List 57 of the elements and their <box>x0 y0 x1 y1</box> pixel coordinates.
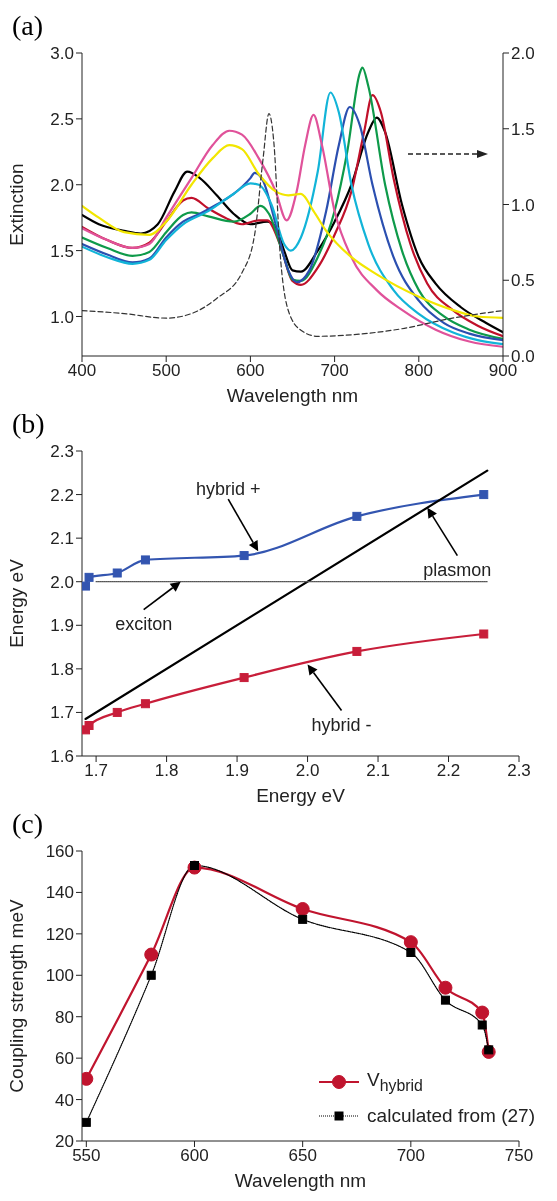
y-axis-title: Coupling strength meV <box>5 899 27 1093</box>
y-tick-label: 100 <box>45 966 74 986</box>
y-tick-label: 140 <box>45 883 74 903</box>
y-tick-label: 20 <box>55 1132 74 1152</box>
x-tick-label: 600 <box>180 1146 209 1166</box>
y-tick-label: 1.0 <box>50 307 74 327</box>
y-axis-title: Extinction <box>5 163 27 246</box>
x-tick-label: 1.7 <box>84 761 108 781</box>
y-tick-label: 160 <box>45 842 74 862</box>
x-tick-label: 600 <box>236 361 265 381</box>
x-axis-title: Wavelength nm <box>226 385 359 406</box>
x-tick-label: 800 <box>404 361 433 381</box>
y-tick-label: 1.6 <box>50 747 74 767</box>
x-tick-label: 2.1 <box>366 761 390 781</box>
y-tick-label: 40 <box>55 1090 74 1110</box>
y-tick-label: 2.0 <box>50 572 74 592</box>
y-tick-label: 1.8 <box>50 659 74 679</box>
legend-label: V$_{hybrid}$ <box>367 1069 423 1095</box>
annotation: hybrid + <box>195 479 261 500</box>
y-tick-label: 1.9 <box>50 616 74 636</box>
x-tick-label: 1.9 <box>225 761 249 781</box>
annotation: hybrid - <box>311 714 372 735</box>
chart-title: (b) <box>12 408 45 440</box>
x-tick-label: 500 <box>152 361 181 381</box>
y-tick-label: 2.0 <box>50 175 74 195</box>
x-axis-title: Wavelength nm <box>234 1170 367 1191</box>
y-tick-label: 120 <box>45 924 74 944</box>
chart-title: (c) <box>12 808 44 840</box>
annotation: plasmon <box>423 559 492 580</box>
y-tick-label: 1.7 <box>50 703 74 723</box>
x-tick-label: 1.8 <box>154 761 179 781</box>
y-axis-title: Energy eV <box>5 558 27 648</box>
x-tick-label: 550 <box>72 1146 101 1166</box>
legend-label: calculated from (27) <box>367 1105 535 1127</box>
chart-title: (a) <box>12 10 44 42</box>
x-tick-label: 750 <box>504 1146 534 1166</box>
y-tick-label: 3.0 <box>50 44 74 64</box>
y2-tick-label: 1.5 <box>511 119 535 139</box>
y2-tick-label: 2.0 <box>511 44 535 64</box>
y-tick-label: 2.2 <box>50 485 74 505</box>
y-tick-label: 1.5 <box>50 241 74 261</box>
x-tick-label: 2.2 <box>436 761 461 781</box>
y2-tick-label: 1.0 <box>511 195 535 215</box>
x-axis-title: Energy eV <box>256 785 346 806</box>
y-tick-label: 80 <box>55 1007 74 1027</box>
x-tick-label: 2.3 <box>507 761 531 781</box>
y-tick-label: 60 <box>55 1049 74 1069</box>
x-tick-label: 2.0 <box>295 761 320 781</box>
y-tick-label: 2.5 <box>50 109 74 129</box>
annotation: exciton <box>115 613 173 634</box>
x-tick-label: 700 <box>320 361 349 381</box>
y2-tick-label: 0.5 <box>511 271 535 291</box>
x-tick-label: 650 <box>288 1146 317 1166</box>
y-tick-label: 2.1 <box>50 529 74 549</box>
y-tick-label: 2.3 <box>50 442 74 462</box>
x-tick-label: 400 <box>67 361 97 381</box>
x-tick-label: 700 <box>396 1146 426 1166</box>
